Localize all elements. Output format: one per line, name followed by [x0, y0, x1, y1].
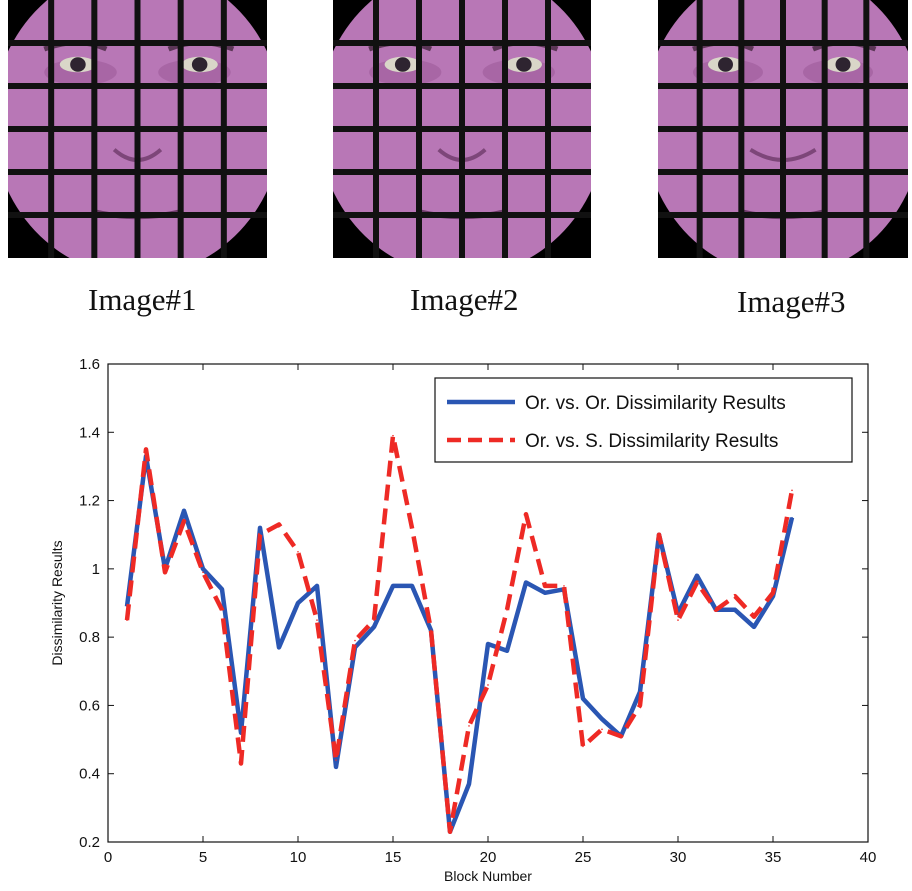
y-tick-label: 0.8	[79, 629, 100, 646]
legend-box	[434, 377, 853, 463]
series-1-point	[791, 516, 793, 519]
face-drawing	[658, 0, 908, 258]
series-1-point	[753, 626, 755, 628]
series-2-point	[791, 489, 793, 492]
series-1-point	[183, 510, 185, 512]
x-tick-label: 40	[860, 849, 877, 866]
series-2-point	[430, 629, 432, 632]
series-2-point	[563, 585, 565, 587]
series-1-point	[525, 581, 527, 584]
dissimilarity-line-chart: 0 5 10 15 20 25 30 35 40 0.2 0.4 0.6 0.8 1 1.2 1.4 1.6 B…	[49, 356, 876, 884]
x-axis-title: Block Number	[444, 868, 532, 884]
series-2-point	[126, 619, 128, 621]
series-2-point	[449, 830, 451, 833]
series-1-point	[487, 643, 489, 645]
series-2-point	[468, 725, 470, 727]
series-1-point	[544, 591, 546, 594]
series-2-point	[753, 615, 755, 618]
series-2-point	[601, 728, 603, 731]
series-1-point	[601, 718, 603, 720]
x-tick-label: 30	[670, 849, 687, 866]
legend-label-series-2: Or. vs. S. Dissimilarity Results	[525, 431, 778, 452]
series-1-point	[316, 585, 318, 587]
x-tick-label: 5	[199, 849, 207, 866]
x-tick-label: 20	[480, 849, 497, 866]
series-1-point	[297, 602, 299, 604]
face-caption-1: Image#1	[88, 282, 197, 317]
y-tick-label: 1.2	[79, 493, 100, 510]
series-2-point	[392, 434, 394, 437]
y-axis-title: Dissimilarity Results	[49, 540, 65, 665]
series-2-point	[335, 759, 337, 761]
y-tick-label: 1.4	[79, 424, 100, 441]
series-1-point	[696, 574, 698, 577]
series-2-point	[487, 684, 489, 686]
series-2-point	[221, 609, 223, 611]
x-tick-label: 35	[765, 849, 782, 866]
y-tick-label: 0.2	[79, 834, 100, 851]
series-2-point	[658, 533, 660, 536]
face-drawing	[333, 0, 591, 258]
face-image-1	[8, 0, 267, 258]
series-2-point	[696, 581, 698, 584]
series-2-point	[354, 639, 356, 642]
series-2-point	[259, 533, 261, 536]
x-tick-label: 0	[104, 849, 112, 866]
series-2-point	[639, 704, 641, 707]
series-line-2	[124, 433, 795, 835]
series-1-point	[734, 609, 736, 611]
face-image-3	[658, 0, 908, 258]
face-image-2	[333, 0, 591, 258]
series-1-point	[411, 585, 413, 587]
series-2-point	[183, 520, 185, 522]
legend: Or. vs. Or. Dissimilarity Results Or. vs…	[434, 377, 853, 463]
face-drawing	[8, 0, 267, 258]
series-2-point	[316, 619, 318, 621]
series-2-point	[145, 448, 147, 451]
series-2-point	[278, 523, 280, 526]
series-2-point	[373, 619, 375, 621]
series-2-point	[582, 745, 584, 748]
series-2-point	[202, 571, 204, 574]
series-2-point	[772, 591, 774, 594]
series-1-point	[221, 588, 223, 591]
face-caption-2: Image#2	[410, 282, 519, 317]
series-1-point	[392, 585, 394, 587]
y-tick-label: 0.4	[79, 766, 100, 783]
series-1-point	[373, 626, 375, 628]
series-2-point	[715, 609, 717, 611]
x-tick-label: 10	[290, 849, 307, 866]
series-2-point	[164, 571, 166, 574]
y-tick-label: 1	[92, 561, 100, 578]
series-lines	[124, 433, 795, 835]
series-1-point	[468, 783, 470, 785]
face-caption-3: Image#3	[737, 284, 846, 319]
axis-ticks: 0 5 10 15 20 25 30 35 40 0.2 0.4 0.6 0.8 1 1.2 1.4 1.6	[79, 356, 876, 866]
series-2-point	[734, 595, 736, 597]
series-2-point	[240, 762, 242, 765]
series-2-point	[297, 550, 299, 553]
series-2-point	[677, 619, 679, 621]
series-1-point	[582, 697, 584, 700]
series-1-point	[278, 646, 280, 649]
series-2-point	[506, 609, 508, 611]
series-1-point	[506, 650, 508, 652]
y-tick-label: 0.6	[79, 697, 100, 714]
y-tick-label: 1.6	[79, 356, 100, 373]
x-tick-label: 15	[385, 849, 402, 866]
x-tick-label: 25	[575, 849, 592, 866]
series-1-point	[259, 527, 261, 529]
legend-label-series-1: Or. vs. Or. Dissimilarity Results	[525, 393, 786, 414]
series-1-point	[335, 766, 337, 768]
series-2-point	[620, 735, 622, 737]
series-2-point	[544, 585, 546, 587]
series-2-point	[525, 513, 527, 516]
series-2-point	[411, 527, 413, 529]
series-line-1	[124, 453, 795, 835]
series-1-point	[202, 568, 204, 570]
